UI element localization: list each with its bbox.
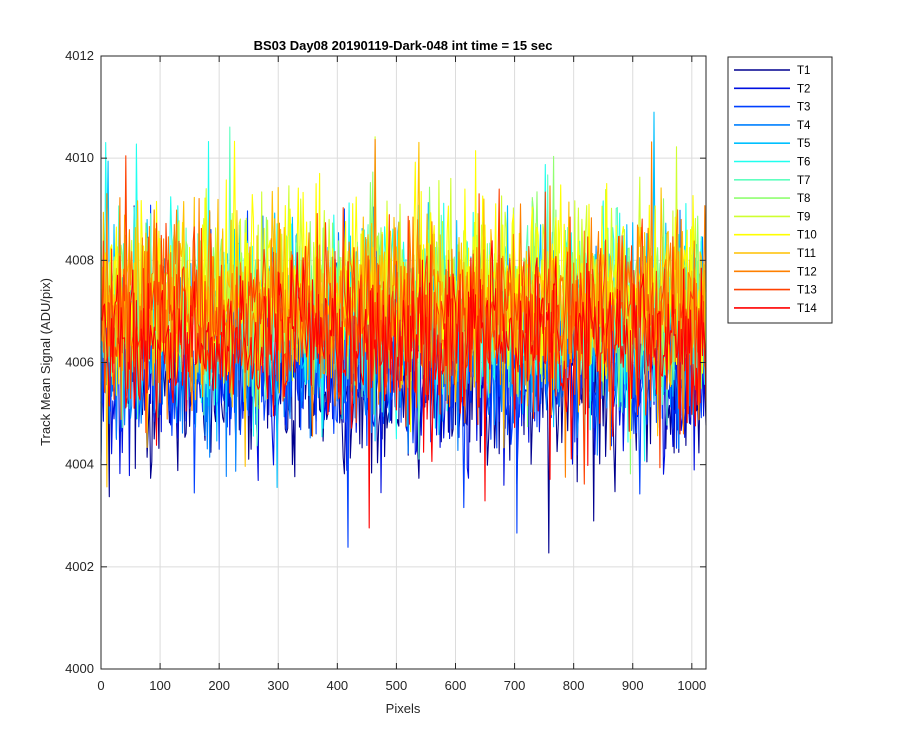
x-tick-label: 300	[267, 678, 289, 693]
legend-label: T5	[797, 138, 810, 150]
chart-title: BS03 Day08 20190119-Dark-048 int time = …	[254, 38, 553, 53]
x-tick-label: 400	[326, 678, 348, 693]
y-tick-label: 4012	[65, 48, 94, 63]
x-tick-label: 1000	[677, 678, 706, 693]
ticks: 0 100 200 300 400 500 600 700 800 900 1000 4000 4002…	[65, 48, 706, 693]
y-tick-label: 4008	[65, 252, 94, 267]
x-tick-label: 500	[386, 678, 408, 693]
legend-label: T7	[797, 175, 810, 187]
x-tick-label: 0	[97, 678, 104, 693]
legend-label: T6	[797, 157, 810, 169]
x-tick-label: 900	[622, 678, 644, 693]
legend: T1 T2 T3 T4 T5 T6 T7 T8 T9 T10 T11 T12 T13 T14	[727, 56, 833, 324]
legend-label: T9	[797, 211, 810, 223]
legend-label: T10	[797, 230, 817, 242]
legend-label: T2	[797, 83, 810, 95]
x-tick-label: 200	[208, 678, 230, 693]
y-tick-label: 4004	[65, 457, 94, 472]
series-line-t13	[100, 155, 707, 485]
legend-label: T12	[797, 266, 817, 278]
legend-label: T4	[797, 120, 811, 132]
y-tick-label: 4002	[65, 559, 94, 574]
x-axis-label: Pixels	[386, 701, 421, 716]
legend-box	[727, 56, 833, 324]
series-line-t12	[100, 139, 707, 478]
x-tick-label: 600	[445, 678, 467, 693]
y-tick-label: 4010	[65, 150, 94, 165]
legend-label: T14	[797, 303, 817, 315]
y-axis-label: Track Mean Signal (ADU/pix)	[38, 278, 53, 446]
series-line-t14	[100, 240, 707, 529]
x-tick-label: 700	[504, 678, 526, 693]
x-tick-label: 800	[563, 678, 585, 693]
legend-label: T3	[797, 102, 810, 114]
x-tick-label: 100	[149, 678, 171, 693]
legend-label: T13	[797, 285, 817, 297]
y-tick-label: 4006	[65, 355, 94, 370]
legend-label: T8	[797, 193, 810, 205]
legend-label: T1	[797, 65, 810, 77]
legend-label: T11	[797, 248, 816, 260]
y-tick-label: 4000	[65, 661, 94, 676]
series-group	[100, 111, 707, 554]
